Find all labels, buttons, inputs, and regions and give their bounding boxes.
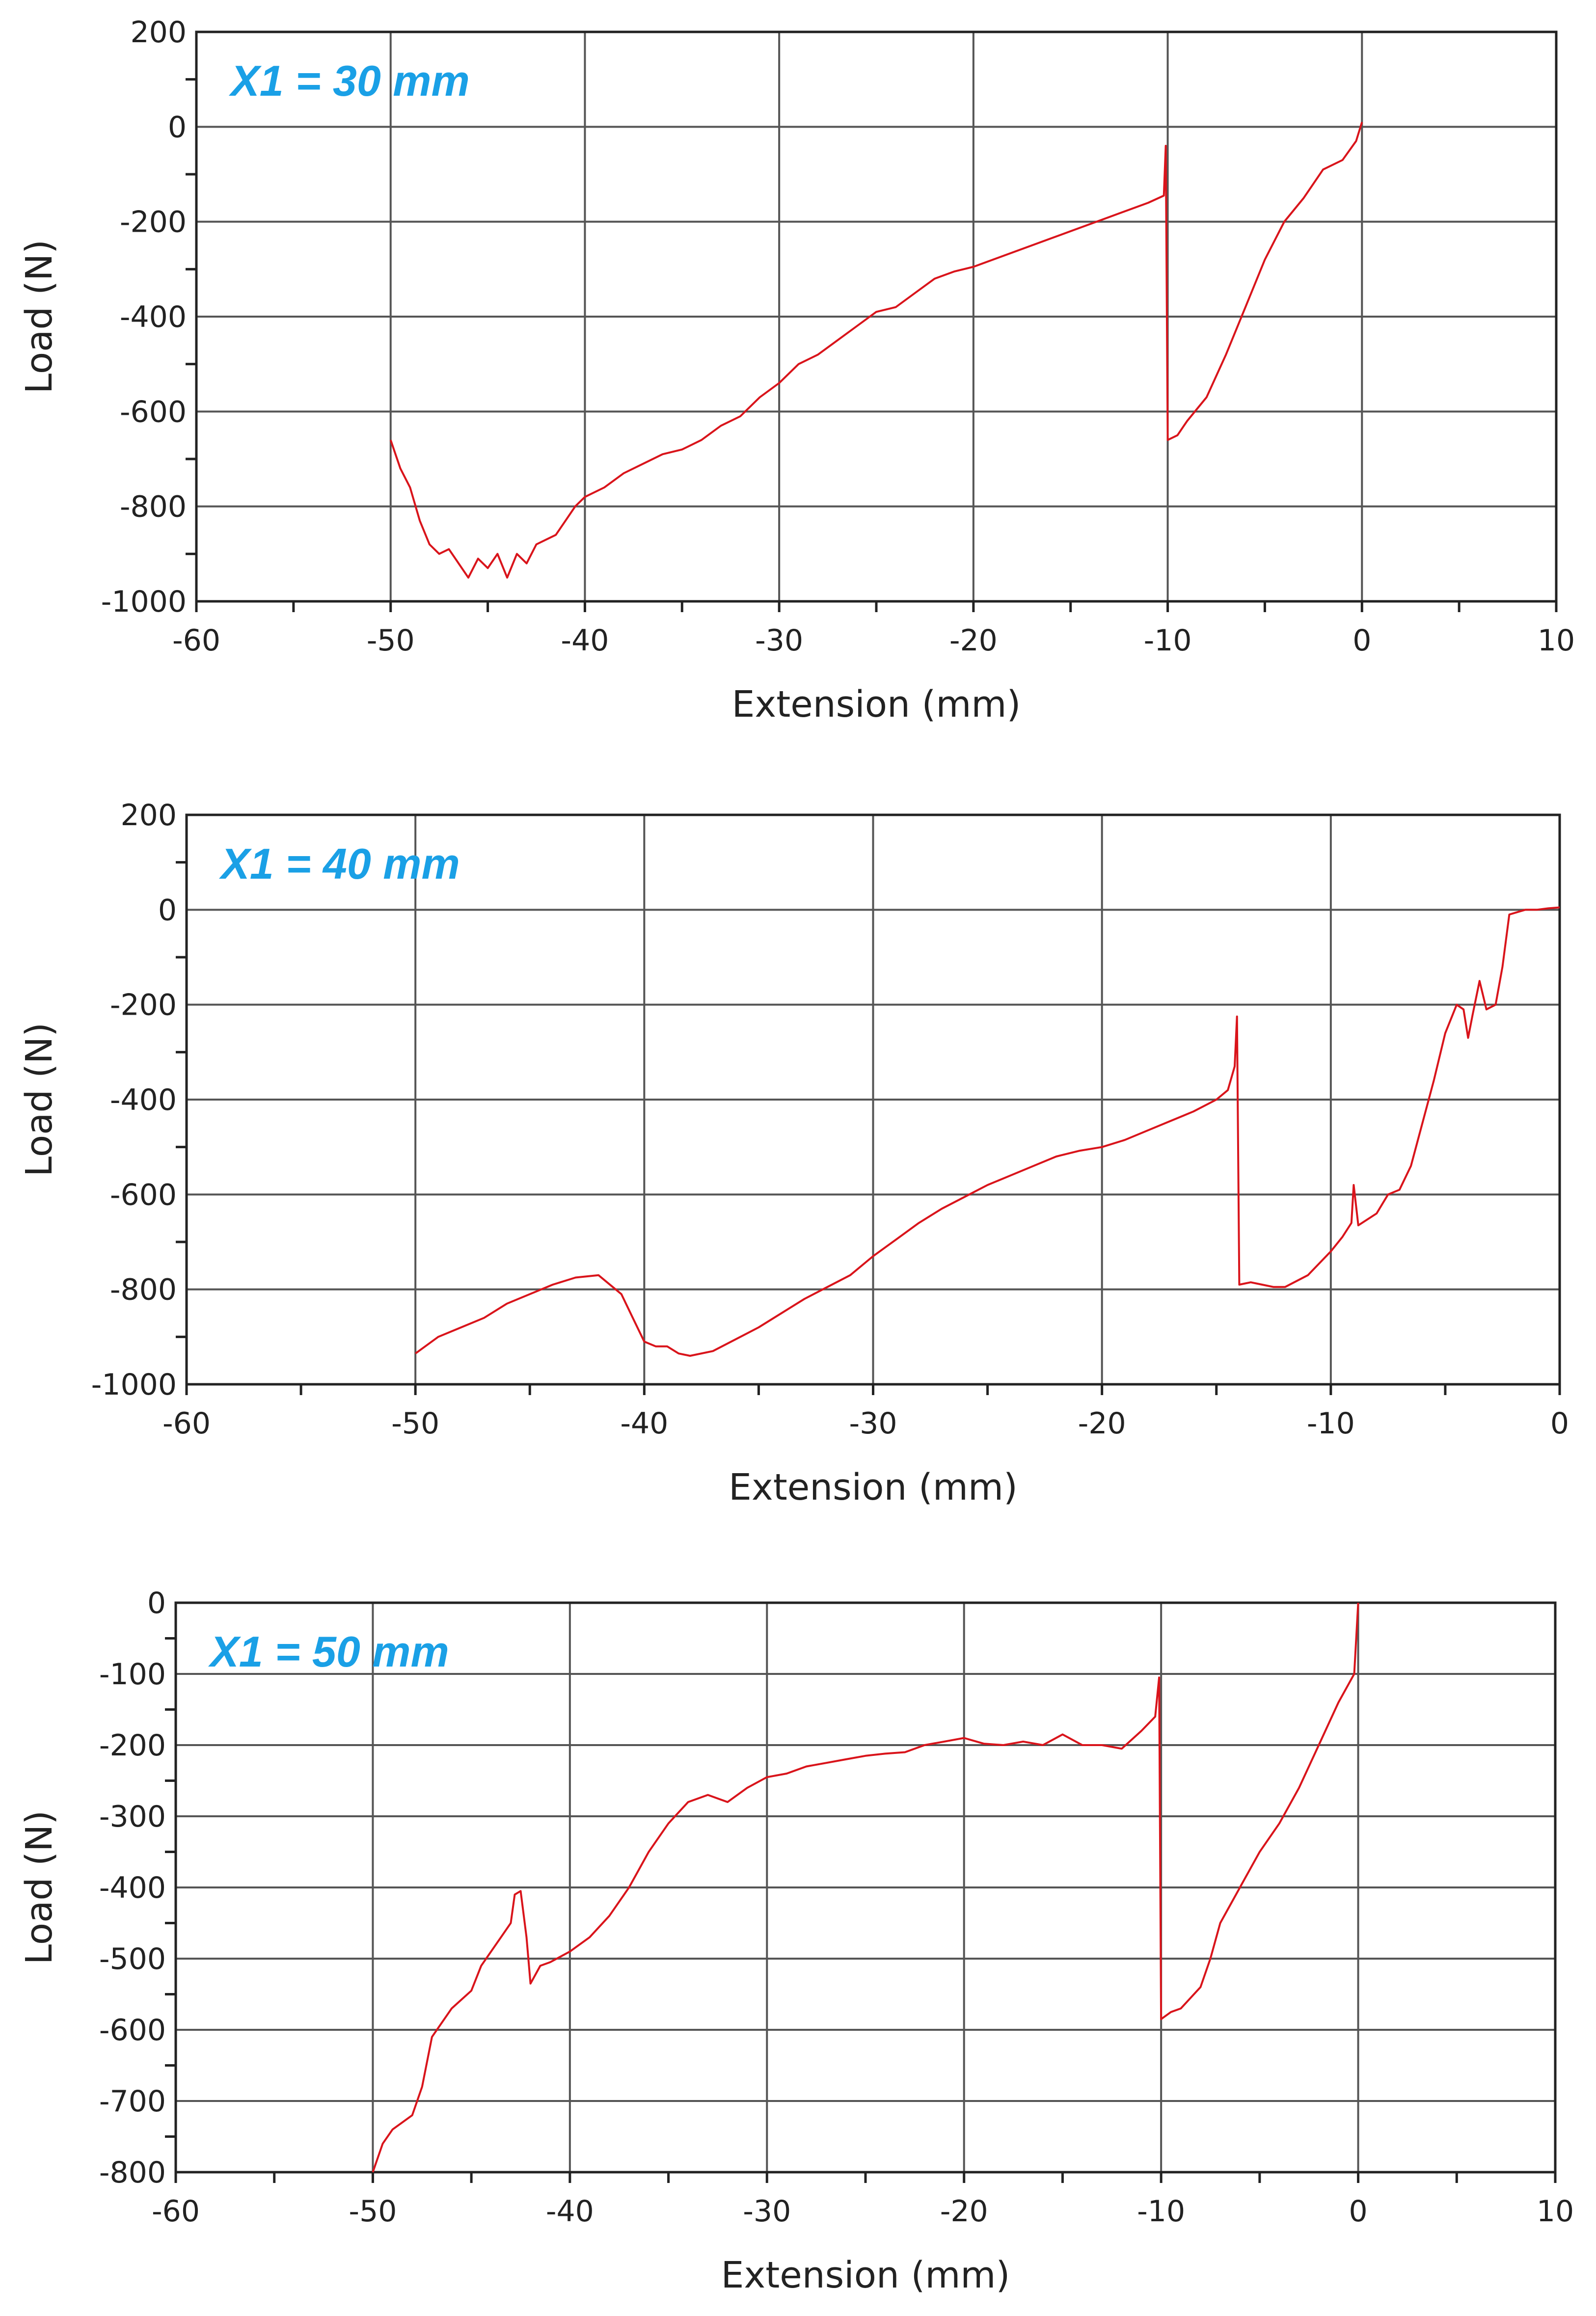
y-tick-label: -200 — [120, 205, 187, 240]
y-tick-label: -300 — [99, 1800, 166, 1834]
x-tick-label: -20 — [1078, 1406, 1126, 1441]
y-tick-label: -1000 — [91, 1368, 177, 1402]
x-tick-label: -30 — [743, 2194, 791, 2229]
x-tick-label: -20 — [940, 2194, 988, 2229]
y-tick-label: -700 — [99, 2084, 166, 2119]
series-line-load — [415, 906, 1560, 1357]
y-tick-label: -200 — [99, 1728, 166, 1763]
y-tick-label: -500 — [99, 1942, 166, 1976]
x-axis-title: Extension (mm) — [732, 683, 1021, 726]
x-tick-label: 0 — [1353, 623, 1371, 658]
y-tick-label: -800 — [99, 2155, 166, 2190]
x-tick-label: -50 — [391, 1406, 439, 1441]
y-tick-label: 200 — [120, 798, 177, 833]
y-tick-label: -600 — [99, 2013, 166, 2047]
y-tick-label: -400 — [110, 1083, 177, 1117]
y-tick-label: -400 — [99, 1871, 166, 1905]
y-tick-label: -200 — [110, 988, 177, 1023]
x-tick-label: 10 — [1537, 2194, 1574, 2229]
y-tick-label: 0 — [168, 110, 187, 144]
y-axis-title: Load (N) — [18, 1023, 60, 1177]
x-tick-label: 0 — [1550, 1406, 1569, 1441]
x-tick-label: -50 — [349, 2194, 397, 2229]
x-tick-label: -40 — [546, 2194, 594, 2229]
x-tick-label: -10 — [1137, 2194, 1185, 2229]
chart-title: X1 = 40 mm — [218, 839, 460, 888]
x-tick-label: -60 — [152, 2194, 200, 2229]
chart-title: X1 = 50 mm — [208, 1627, 449, 1676]
series-line-load — [372, 1602, 1359, 2173]
y-tick-label: -800 — [120, 490, 187, 524]
chart-1: -60 -50 -40 -30 -20 -10 0 10 -1000 -800 -600 -400 -2… — [18, 15, 1575, 726]
x-tick-label: 10 — [1538, 623, 1575, 658]
y-tick-label: -400 — [120, 300, 187, 334]
x-tick-label: 0 — [1349, 2194, 1367, 2229]
chart-title: X1 = 30 mm — [228, 56, 470, 105]
chart-2: -60 -50 -40 -30 -20 -10 0 -1000 -800 -600 -400 -200… — [18, 798, 1569, 1508]
y-tick-label: 200 — [130, 15, 187, 50]
series-line-load — [389, 122, 1363, 579]
x-axis-title: Extension (mm) — [729, 1466, 1018, 1508]
y-tick-label: 0 — [158, 893, 177, 927]
x-tick-label: -30 — [849, 1406, 897, 1441]
x-tick-label: -60 — [162, 1406, 211, 1441]
y-axis-title: Load (N) — [18, 240, 60, 394]
x-tick-label: -10 — [1307, 1406, 1355, 1441]
x-tick-label: -30 — [755, 623, 803, 658]
chart-3: -60 -50 -40 -30 -20 -10 0 10-800-700-600-500-40… — [18, 1586, 1574, 2296]
x-tick-label: -40 — [620, 1406, 668, 1441]
x-tick-label: -50 — [367, 623, 415, 658]
y-tick-label: -800 — [110, 1273, 177, 1307]
y-tick-label: -600 — [110, 1178, 177, 1212]
x-tick-label: -20 — [949, 623, 998, 658]
y-tick-label: 0 — [147, 1586, 166, 1620]
y-tick-label: -1000 — [101, 585, 187, 619]
y-tick-label: -600 — [120, 395, 187, 429]
x-tick-label: -40 — [561, 623, 609, 658]
x-tick-label: -10 — [1144, 623, 1192, 658]
x-axis-title: Extension (mm) — [721, 2254, 1010, 2296]
y-axis-title: Load (N) — [18, 1810, 60, 1965]
y-tick-label: -100 — [99, 1657, 166, 1692]
x-tick-label: -60 — [172, 623, 220, 658]
